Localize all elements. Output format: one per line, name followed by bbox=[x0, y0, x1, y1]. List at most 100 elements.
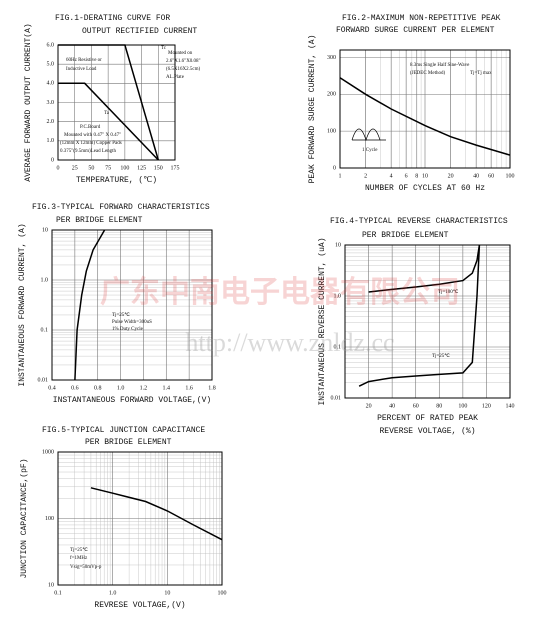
chart-subtitle: PER BRIDGE ELEMENT bbox=[362, 231, 449, 240]
annotation: 8.3ms Single Half Sine-Wave bbox=[410, 63, 470, 68]
x-tick-label: 60 bbox=[413, 403, 419, 409]
x-tick-label: 80 bbox=[436, 403, 442, 409]
series-line bbox=[74, 229, 106, 381]
y-tick-label: 0.1 bbox=[41, 327, 49, 333]
annotation: (JEDEC Method) bbox=[410, 71, 445, 76]
y-tick-label: 6.0 bbox=[47, 42, 55, 48]
annotation: P.C.Board bbox=[80, 125, 101, 130]
x-tick-label: 40 bbox=[473, 173, 479, 179]
annotation: (6.5X16X2.5cm) bbox=[166, 67, 200, 72]
y-tick-label: 0 bbox=[333, 165, 336, 171]
plot-frame bbox=[57, 451, 223, 586]
watermark-url: http://www.znldz.cc bbox=[185, 328, 394, 357]
annotation: Vsig=50mVp-p bbox=[70, 565, 102, 570]
series-line bbox=[58, 44, 160, 161]
cycle-sketch bbox=[351, 128, 386, 142]
chart-subtitle: OUTPUT RECTIFIED CURRENT bbox=[82, 27, 197, 36]
chart-title: FIG.1-DERATING CURVE FOR bbox=[55, 14, 170, 23]
x-tick-label: 0.6 bbox=[71, 385, 79, 391]
y-tick-label: 5.0 bbox=[47, 62, 55, 68]
y-tick-label: 1.0 bbox=[41, 277, 49, 283]
x-tick-label: 100 bbox=[506, 173, 515, 179]
series-line bbox=[90, 487, 223, 541]
x-tick-label: 1 bbox=[339, 173, 342, 179]
x-tick-label: 1.2 bbox=[140, 385, 148, 391]
y-tick-label: 200 bbox=[327, 92, 336, 98]
chart-title: FIG.5-TYPICAL JUNCTION CAPACITANCE bbox=[42, 426, 205, 435]
y-tick-label: 0.01 bbox=[38, 377, 49, 383]
chart-title: FIG.3-TYPICAL FORWARD CHARACTERISTICS bbox=[32, 203, 210, 212]
y-tick-label: 0.01 bbox=[331, 395, 342, 401]
y-tick-label: 1000 bbox=[42, 449, 54, 455]
annotation: Mounted on bbox=[168, 51, 193, 56]
y-tick-label: 2.0 bbox=[47, 119, 55, 125]
annotation: (12mm X 12mm) Copper Pads bbox=[60, 141, 122, 146]
annotation: Inductive Load bbox=[66, 67, 97, 72]
y-tick-label: 4.0 bbox=[47, 81, 55, 87]
y-tick-label: 10 bbox=[42, 227, 48, 233]
x-axis-label: REVRESE VOLTAGE,(V) bbox=[94, 601, 185, 610]
series-label: Tj=100℃ bbox=[438, 289, 459, 295]
y-tick-label: 0 bbox=[51, 157, 54, 163]
x-tick-label: 0.8 bbox=[94, 385, 102, 391]
y-tick-label: 100 bbox=[327, 129, 336, 135]
annotation: Tj=25℃ bbox=[70, 547, 88, 553]
plot-frame bbox=[51, 229, 213, 381]
x-axis-label: PERCENT OF RATED PEAK bbox=[377, 414, 478, 423]
y-tick-label: 10 bbox=[48, 582, 54, 588]
annotation: 1 Cycle bbox=[362, 148, 378, 153]
x-tick-label: 150 bbox=[154, 165, 163, 171]
x-tick-label: 140 bbox=[506, 403, 515, 409]
series-line bbox=[368, 244, 481, 293]
x-tick-label: 125 bbox=[137, 165, 146, 171]
chart-subtitle: PER BRIDGE ELEMENT bbox=[85, 438, 172, 447]
annotation: Tj=25℃ bbox=[112, 312, 130, 318]
plot-frame bbox=[339, 49, 511, 169]
y-tick-label: 100 bbox=[45, 516, 54, 522]
x-tick-label: 4 bbox=[390, 173, 393, 179]
y-axis-label: INSTANTANEOUS FORWARD CURRENT, (A) bbox=[18, 223, 27, 386]
series-line bbox=[358, 244, 481, 387]
x-tick-label: 1.0 bbox=[117, 385, 125, 391]
plot-frame bbox=[344, 244, 511, 399]
x-tick-label: 75 bbox=[105, 165, 111, 171]
y-axis-label: AVERAGE FORWARD OUTPUT CURRENT(A) bbox=[24, 23, 33, 181]
y-tick-label: 0.1 bbox=[334, 344, 342, 350]
x-tick-label: 100 bbox=[120, 165, 129, 171]
chart-title: FIG.2-MAXIMUM NON-REPETITIVE PEAK bbox=[342, 14, 501, 23]
annotation: 0.375"(9.5mm)Lead Length bbox=[60, 149, 117, 154]
x-axis-label: NUMBER OF CYCLES AT 60 Hz bbox=[365, 184, 485, 193]
x-tick-label: 6 bbox=[405, 173, 408, 179]
annotation: f=1MHz bbox=[70, 556, 88, 561]
x-tick-label: 0.4 bbox=[48, 385, 56, 391]
x-tick-label: 100 bbox=[218, 590, 227, 596]
x-tick-label: 20 bbox=[448, 173, 454, 179]
y-tick-label: 1.0 bbox=[334, 293, 342, 299]
x-tick-label: 0.1 bbox=[54, 590, 62, 596]
y-tick-label: 10 bbox=[335, 242, 341, 248]
series-label: Tc bbox=[161, 46, 167, 51]
x-tick-label: 40 bbox=[389, 403, 395, 409]
series-line bbox=[58, 82, 159, 161]
x-tick-label: 120 bbox=[482, 403, 491, 409]
series-line bbox=[339, 77, 511, 156]
x-tick-label: 20 bbox=[366, 403, 372, 409]
y-axis-label: JUNCTION CAPACITANCE,(pF) bbox=[20, 458, 29, 578]
annotation: AL.Plate bbox=[166, 75, 185, 80]
x-tick-label: 50 bbox=[88, 165, 94, 171]
x-tick-label: 175 bbox=[171, 165, 180, 171]
x-tick-label: 8 bbox=[415, 173, 418, 179]
watermark-company: 广东中南电子电器有限公司 bbox=[100, 275, 460, 309]
annotation: 60Hz Resistive or bbox=[66, 58, 102, 63]
x-tick-label: 1.6 bbox=[185, 385, 193, 391]
x-axis-label: INSTANTANEOUS FORWARD VOLTAGE,(V) bbox=[53, 396, 211, 405]
annotation: 2.6"X1.6"X0.08" bbox=[166, 59, 201, 64]
x-tick-label: 10 bbox=[164, 590, 170, 596]
x-tick-label: 60 bbox=[488, 173, 494, 179]
x-tick-label: 10 bbox=[422, 173, 428, 179]
x-tick-label: 100 bbox=[458, 403, 467, 409]
x-tick-label: 0 bbox=[57, 165, 60, 171]
y-axis-label: PEAK FORWARD SURGE CURRENT, (A) bbox=[308, 35, 317, 184]
